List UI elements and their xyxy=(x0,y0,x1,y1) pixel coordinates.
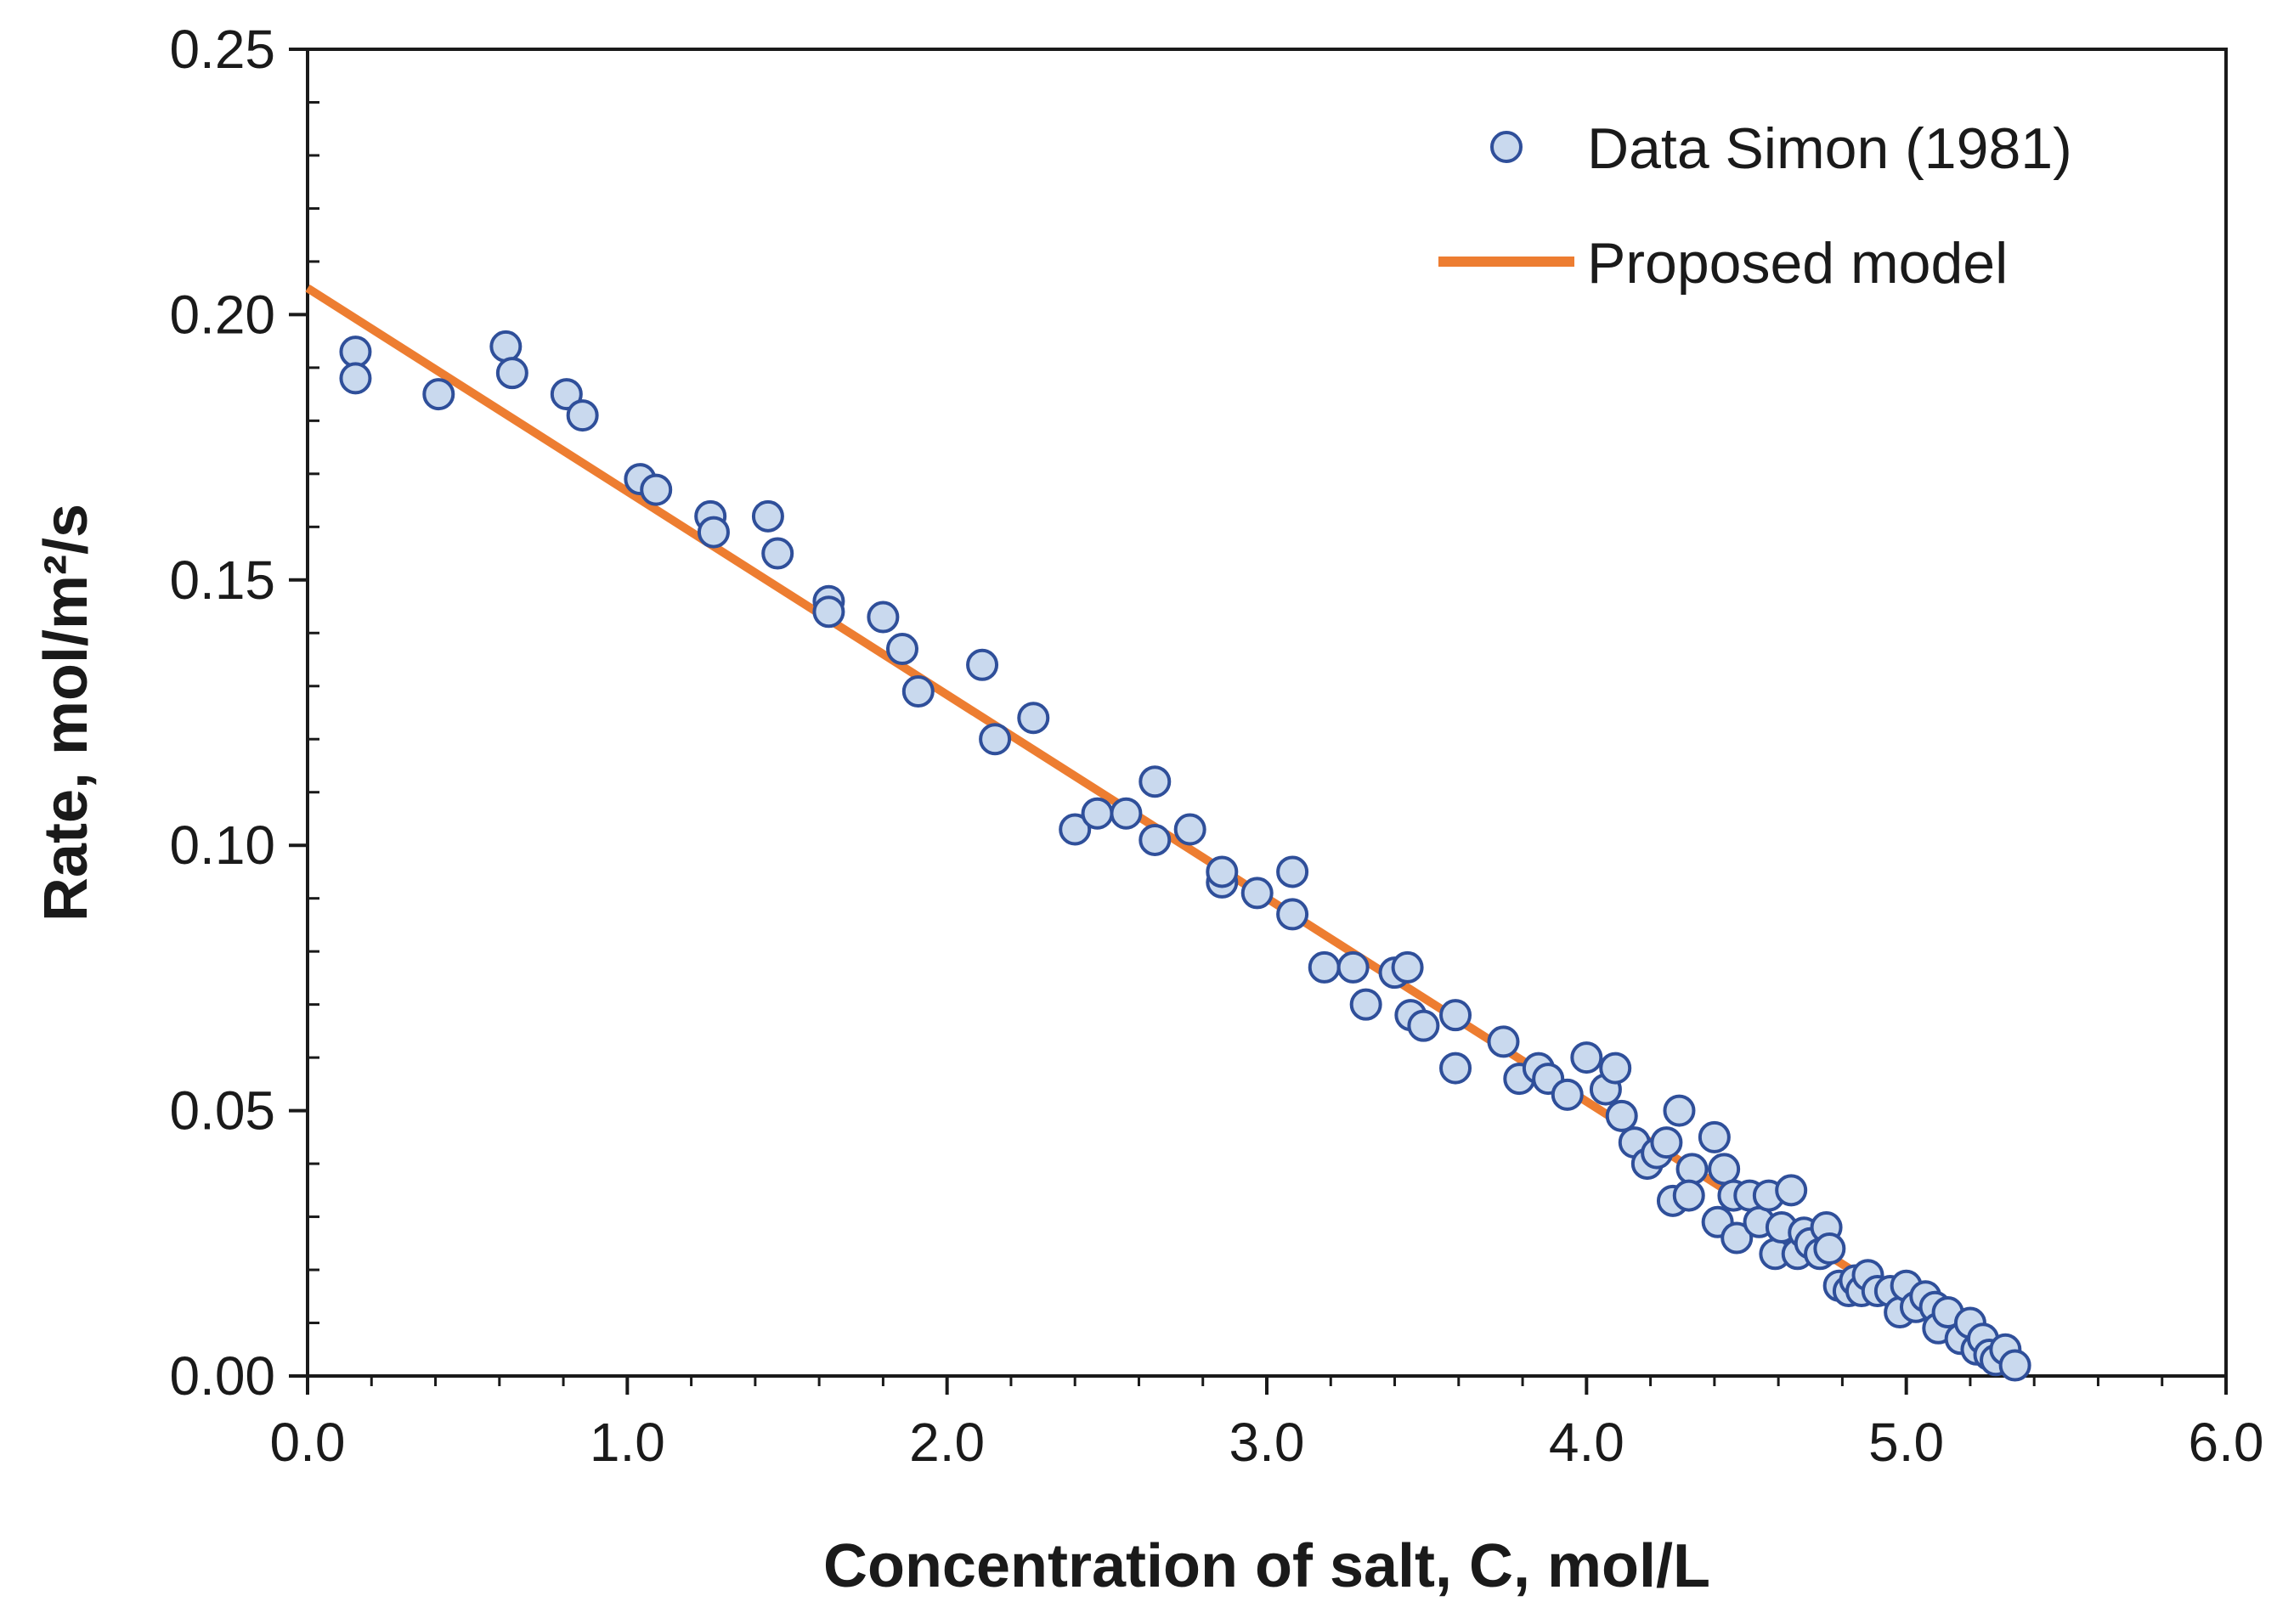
data-point xyxy=(495,357,528,390)
data-point xyxy=(1139,823,1172,856)
data-point xyxy=(422,378,455,411)
data-point xyxy=(1650,1126,1683,1159)
data-point xyxy=(1663,1094,1696,1127)
data-point xyxy=(901,675,935,708)
x-tick-label: 6.0 xyxy=(2189,1412,2264,1473)
x-tick-label: 5.0 xyxy=(1868,1412,1944,1473)
x-tick-label: 1.0 xyxy=(590,1412,665,1473)
axis-tick-labels: 0.0 1.0 2.0 3.0 4.0 5.0 6.0 0.00 0.05 0.10 0.15 0.2… xyxy=(169,19,2263,1473)
data-point xyxy=(885,633,918,666)
data-point xyxy=(640,473,673,506)
x-tick-label: 2.0 xyxy=(909,1412,985,1473)
legend-label-data: Data Simon (1981) xyxy=(1587,116,2072,181)
legend-marker-data xyxy=(1490,131,1523,163)
data-point xyxy=(966,648,999,681)
data-point xyxy=(812,595,845,629)
data-point xyxy=(339,336,372,369)
x-tick-label: 0.0 xyxy=(270,1412,346,1473)
legend-label-model: Proposed model xyxy=(1587,231,2008,296)
data-point xyxy=(1081,797,1114,830)
plot-area xyxy=(306,48,2228,1378)
data-point xyxy=(339,362,372,395)
y-tick-label: 0.05 xyxy=(169,1080,275,1142)
data-point xyxy=(1407,1009,1440,1042)
data-point xyxy=(1349,988,1382,1021)
axis-ticks xyxy=(289,48,2228,1395)
data-point xyxy=(489,330,523,363)
data-point xyxy=(1775,1174,1808,1207)
data-point xyxy=(761,537,794,570)
data-point xyxy=(1276,898,1309,931)
data-point xyxy=(1720,1221,1754,1255)
data-point xyxy=(697,516,730,549)
data-point xyxy=(1813,1232,1846,1266)
data-point xyxy=(1551,1078,1584,1111)
data-point xyxy=(1675,1153,1709,1186)
y-tick-label: 0.00 xyxy=(169,1345,275,1407)
data-point xyxy=(1439,999,1472,1032)
data-point xyxy=(1336,950,1370,984)
x-tick-label: 3.0 xyxy=(1229,1412,1305,1473)
data-point xyxy=(1391,950,1424,984)
y-tick-label: 0.10 xyxy=(169,815,275,876)
y-tick-label: 0.15 xyxy=(169,550,275,611)
data-point xyxy=(1110,797,1143,830)
data-point xyxy=(1173,813,1206,846)
x-tick-label: 4.0 xyxy=(1549,1412,1624,1473)
data-point xyxy=(1570,1041,1603,1074)
data-point xyxy=(1672,1179,1705,1212)
data-point xyxy=(1698,1120,1731,1153)
data-point xyxy=(566,399,599,432)
data-point xyxy=(1599,1052,1632,1085)
data-point xyxy=(751,499,784,533)
data-point xyxy=(1605,1099,1638,1132)
data-point xyxy=(1308,950,1341,984)
data-point xyxy=(1439,1052,1472,1085)
data-point xyxy=(1240,877,1274,910)
data-point xyxy=(1139,765,1172,798)
y-tick-label: 0.25 xyxy=(169,19,275,80)
data-points-group xyxy=(339,330,2031,1382)
y-tick-label: 0.20 xyxy=(169,284,275,345)
data-point xyxy=(1998,1349,2031,1382)
data-point xyxy=(867,601,900,634)
y-axis-title: Rate, mol/m²/s xyxy=(32,504,100,922)
data-point xyxy=(1206,855,1239,888)
x-axis-title: Concentration of salt, C, mol/L xyxy=(823,1532,1710,1600)
data-point xyxy=(1708,1153,1741,1186)
data-point xyxy=(550,378,583,411)
data-point xyxy=(1059,813,1092,846)
data-point xyxy=(1487,1025,1520,1058)
data-point xyxy=(1017,702,1050,735)
data-point xyxy=(1276,855,1309,888)
legend: Data Simon (1981) Proposed model xyxy=(1438,116,2072,296)
data-point xyxy=(979,723,1012,756)
